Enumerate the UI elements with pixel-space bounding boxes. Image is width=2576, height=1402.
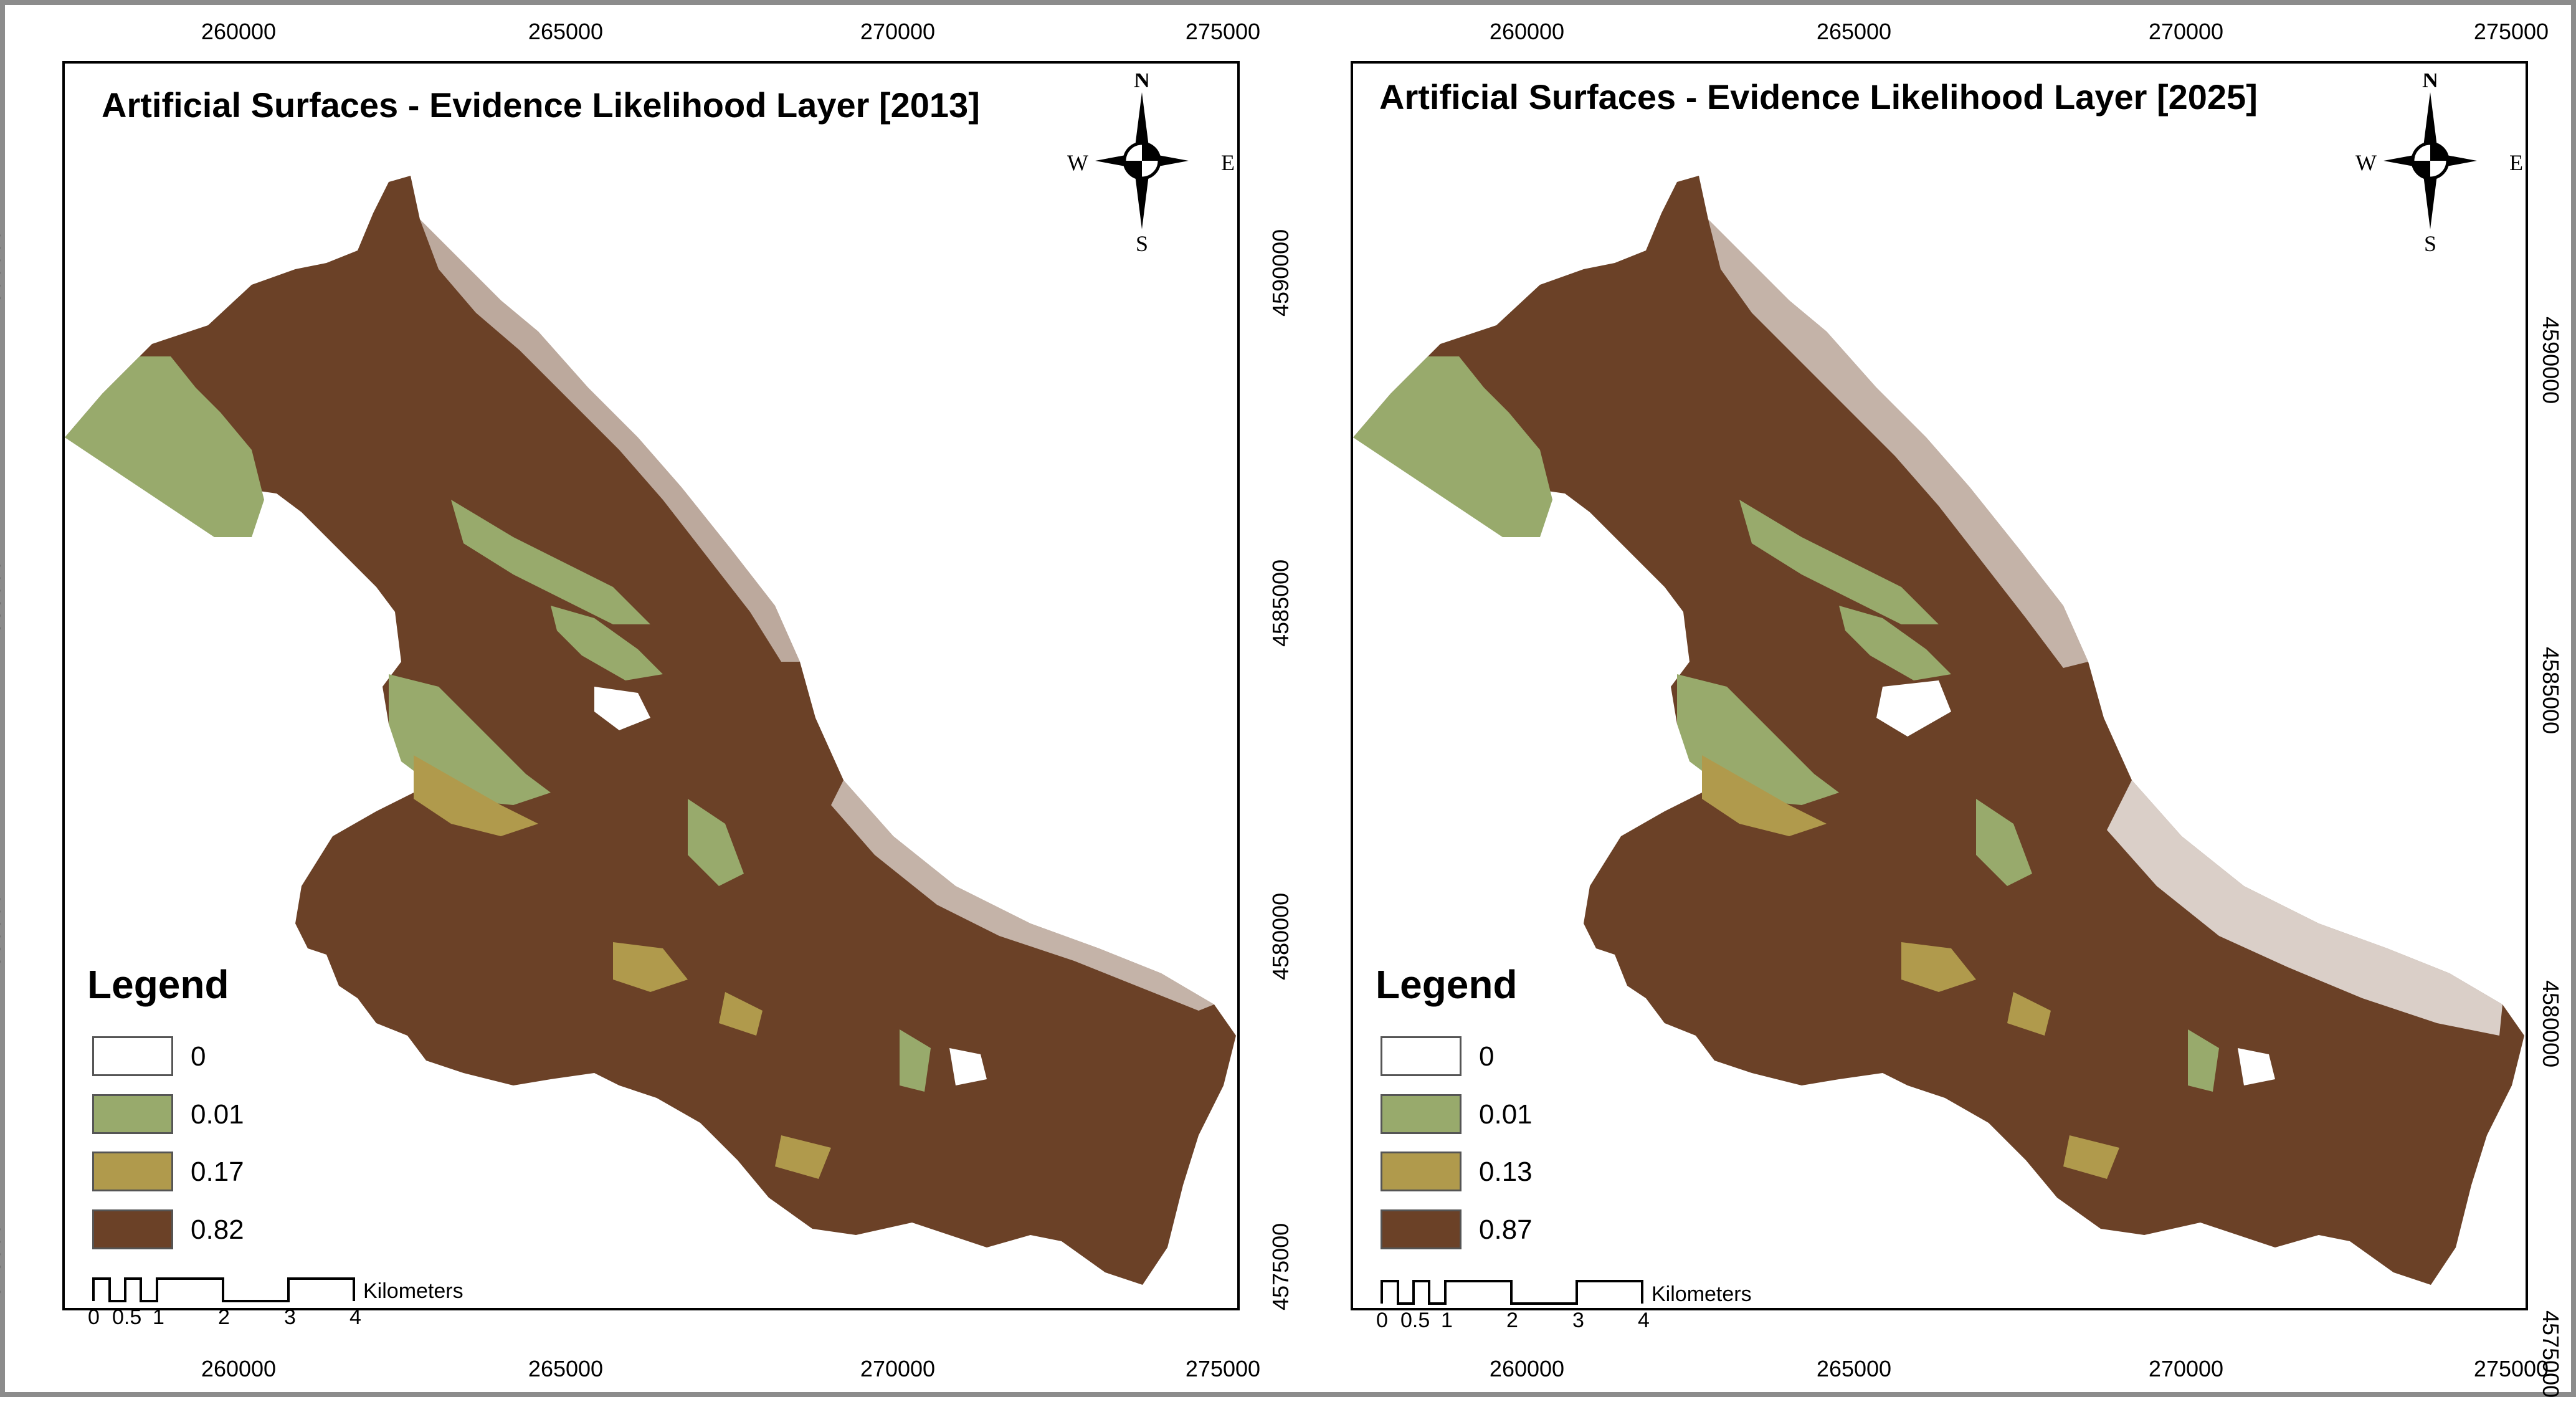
easting-tick-bottom: 265000 — [1816, 1356, 1892, 1381]
legend-label: 0 — [1479, 1041, 1495, 1072]
scale-tick: 1 — [1441, 1309, 1453, 1332]
northing-tick-left: 4585000 — [1268, 559, 1293, 647]
northing-tick-right: 4590000 — [2538, 317, 2564, 404]
northing-tick-left: 4580000 — [0, 892, 5, 980]
legend-swatch — [92, 1094, 173, 1134]
legend-label: 0.01 — [191, 1099, 244, 1130]
legend-label: 0 — [191, 1041, 206, 1072]
scale-tick: 0 — [88, 1305, 100, 1329]
scale-tick: 2 — [1506, 1309, 1518, 1332]
easting-tick-bottom: 270000 — [860, 1356, 936, 1381]
easting-tick-bottom: 260000 — [1489, 1356, 1565, 1381]
map-frame — [62, 61, 1240, 1310]
west-label: W — [2355, 150, 2377, 175]
legend-swatch — [1381, 1152, 1461, 1191]
scale-tick: 3 — [1572, 1309, 1584, 1332]
legend-swatch — [92, 1152, 173, 1191]
west-label: W — [1067, 150, 1088, 175]
easting-tick-top: 275000 — [2473, 19, 2549, 44]
legend-swatch — [1381, 1094, 1461, 1134]
easting-tick-top: 260000 — [1489, 19, 1565, 44]
legend-swatch — [1381, 1209, 1461, 1249]
map-title: Artificial Surfaces - Evidence Likelihoo… — [1379, 77, 2258, 117]
north-label: N — [2422, 74, 2438, 92]
east-label: E — [2509, 150, 2523, 175]
legend-label: 0.82 — [191, 1214, 244, 1245]
scale-unit: Kilometers — [363, 1279, 463, 1303]
land-cover-map — [65, 176, 1236, 1285]
map-panel-2013: 260000 265000 270000 275000 260000 26500… — [0, 5, 1293, 1402]
legend-title: Legend — [87, 962, 229, 1007]
scale-tick: 0.5 — [112, 1305, 142, 1329]
south-label: S — [1136, 231, 1148, 254]
easting-tick-top: 260000 — [201, 19, 277, 44]
northing-tick-left: 4575000 — [1268, 1223, 1293, 1310]
scale-tick: 4 — [1638, 1309, 1650, 1332]
easting-tick-bottom: 275000 — [1185, 1356, 1261, 1381]
legend-title: Legend — [1376, 962, 1518, 1007]
legend-label: 0.17 — [191, 1156, 244, 1187]
scale-tick: 2 — [218, 1305, 230, 1329]
easting-tick-bottom: 260000 — [201, 1356, 277, 1381]
easting-tick-top: 270000 — [2148, 19, 2224, 44]
easting-tick-top: 275000 — [1185, 19, 1261, 44]
legend-label: 0.87 — [1479, 1214, 1533, 1245]
south-label: S — [2424, 231, 2436, 254]
easting-tick-top: 265000 — [528, 19, 604, 44]
scale-tick: 4 — [349, 1305, 361, 1329]
scale-bar — [92, 1277, 355, 1302]
northing-tick-left: 4590000 — [1268, 229, 1293, 317]
northing-tick-left: 4585000 — [0, 559, 5, 647]
easting-tick-bottom: 275000 — [2473, 1356, 2549, 1381]
compass-rose-icon: N S — [2384, 74, 2477, 254]
easting-tick-bottom: 270000 — [2148, 1356, 2224, 1381]
northing-tick-right: 4575000 — [2538, 1310, 2564, 1398]
easting-tick-top: 265000 — [1816, 19, 1892, 44]
northing-tick-left: 4580000 — [1268, 892, 1293, 980]
east-label: E — [1221, 150, 1235, 175]
compass-rose-icon: N S — [1095, 74, 1189, 254]
map-panel-2025: 260000 265000 270000 275000 260000 26500… — [1268, 5, 2576, 1402]
easting-tick-top: 270000 — [860, 19, 936, 44]
legend-swatch — [92, 1209, 173, 1249]
legend-swatch — [92, 1036, 173, 1076]
map-title: Artificial Surfaces - Evidence Likelihoo… — [102, 85, 980, 125]
easting-tick-bottom: 265000 — [528, 1356, 604, 1381]
legend-swatch — [1381, 1036, 1461, 1076]
map-frame — [1351, 61, 2528, 1310]
northing-tick-right: 4585000 — [2538, 647, 2564, 735]
scale-tick: 0.5 — [1400, 1309, 1430, 1332]
northing-tick-left: 4575000 — [0, 1223, 5, 1310]
northing-tick-right: 4580000 — [2538, 980, 2564, 1068]
scale-bar — [1381, 1280, 1643, 1305]
land-cover-map — [1353, 176, 2524, 1285]
legend-label: 0.01 — [1479, 1099, 1533, 1130]
scale-tick: 1 — [153, 1305, 164, 1329]
scale-tick: 3 — [284, 1305, 296, 1329]
north-label: N — [1134, 74, 1150, 92]
northing-tick-left: 4590000 — [0, 229, 5, 317]
legend-label: 0.13 — [1479, 1156, 1533, 1187]
scale-tick: 0 — [1376, 1309, 1388, 1332]
scale-unit: Kilometers — [1652, 1282, 1752, 1306]
